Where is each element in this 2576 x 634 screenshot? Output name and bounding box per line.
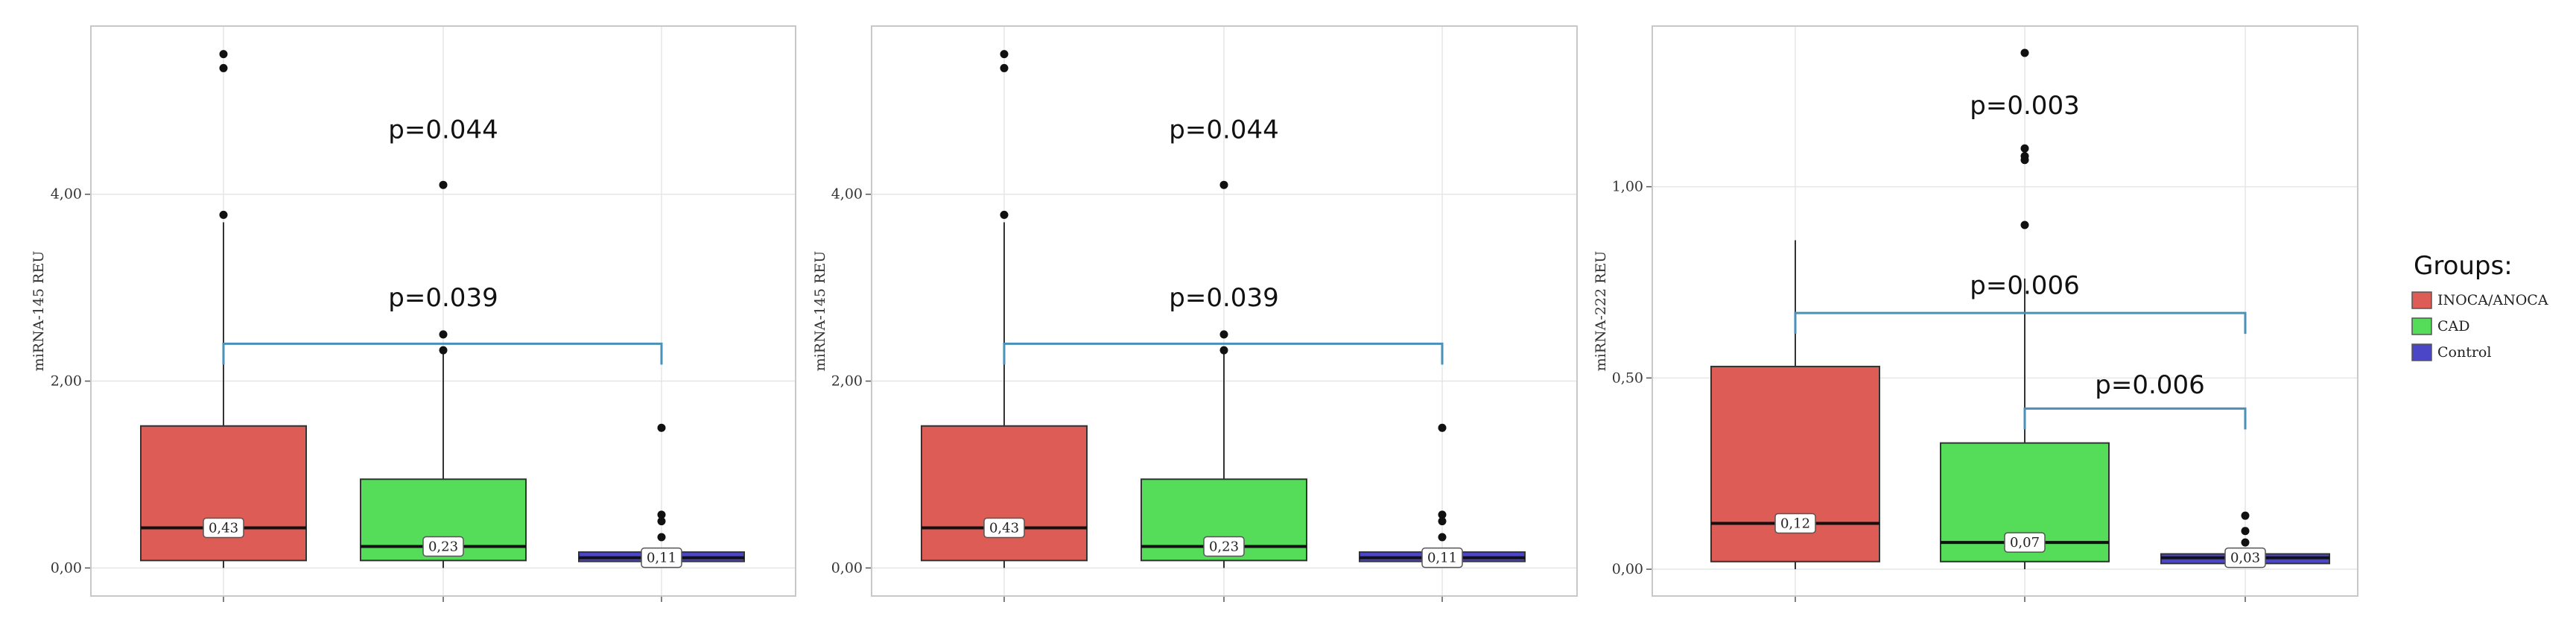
outlier-point xyxy=(2020,144,2029,153)
outlier-point xyxy=(219,50,228,59)
box-cad: 0,23 xyxy=(360,180,527,568)
box-iqr xyxy=(140,425,307,562)
significance-bracket-2 xyxy=(2023,407,2247,430)
median-label: 0,03 xyxy=(2230,551,2260,566)
significance-bracket-1 xyxy=(1003,342,1444,365)
median-label: 0,07 xyxy=(2010,535,2040,551)
box-cad: 0,07 xyxy=(1940,48,2110,570)
outlier-point xyxy=(1438,510,1447,519)
panel-2: 0,00 2,00 4,00 miRNA-145 REU 0,43 0,23 0,11 p=0… xyxy=(812,25,1578,602)
y-axis-label: miRNA-145 REU xyxy=(31,251,47,372)
y-tick-label: 2,00 xyxy=(51,373,82,390)
box-inoca-anoca: 0,43 xyxy=(921,50,1088,568)
outlier-point xyxy=(219,210,228,219)
legend: Groups: INOCA/ANOCA CAD Control xyxy=(2411,251,2548,361)
median-label-box xyxy=(1203,536,1245,557)
outlier-point xyxy=(657,517,666,526)
outlier-point xyxy=(439,330,448,339)
p-value-label: p=0.006 xyxy=(1970,270,2079,300)
chart-panels: 0,00 2,00 4,00 miRNA-145 REU 0,43 0,23 0,11 p=0… xyxy=(31,25,2358,602)
y-tick-label: 4,00 xyxy=(831,186,863,203)
y-axis-label: miRNA-222 REU xyxy=(1593,251,1609,372)
outlier-point xyxy=(2241,527,2250,536)
median-label-box xyxy=(641,547,682,568)
p-value-label: p=0.044 xyxy=(388,115,498,145)
y-tick-label: 0,00 xyxy=(831,559,863,576)
outlier-point xyxy=(219,63,228,72)
outlier-point xyxy=(1438,423,1447,432)
panel-border xyxy=(1652,25,2358,597)
box-inoca-anoca: 0,12 xyxy=(1710,240,1880,570)
legend-title: Groups: xyxy=(2414,251,2513,281)
outlier-point xyxy=(657,423,666,432)
y-tick-label: 0,00 xyxy=(1612,561,1643,577)
significance-bracket-1 xyxy=(222,342,663,365)
p-value-label: p=0.039 xyxy=(388,283,498,313)
legend-swatch-inoca-anoca xyxy=(2411,291,2432,309)
outlier-point xyxy=(439,180,448,189)
outlier-point xyxy=(2020,48,2029,57)
p-value-label: p=0.003 xyxy=(1970,91,2079,121)
median-label: 0,43 xyxy=(989,520,1019,536)
box-inoca-anoca: 0,43 xyxy=(140,50,307,568)
outlier-point xyxy=(1438,517,1447,526)
y-tick-label: 4,00 xyxy=(51,186,82,203)
median-label: 0,23 xyxy=(428,539,458,555)
outlier-point xyxy=(2020,221,2029,229)
outlier-point xyxy=(1219,330,1228,339)
legend-label-inoca-anoca: INOCA/ANOCA xyxy=(2437,292,2548,308)
y-axis-label: miRNA-145 REU xyxy=(812,251,828,372)
outlier-point xyxy=(1438,533,1447,542)
median-label-box xyxy=(983,517,1025,539)
outlier-point xyxy=(1000,50,1009,59)
legend-swatch-control xyxy=(2411,343,2432,361)
median-label: 0,23 xyxy=(1209,539,1239,555)
median-label-box xyxy=(203,517,244,539)
median-label: 0,11 xyxy=(1427,551,1457,566)
outlier-point xyxy=(439,346,448,355)
outlier-point xyxy=(657,533,666,542)
median-label-box xyxy=(422,536,464,557)
median-label-box xyxy=(1774,513,1816,534)
significance-bracket-1 xyxy=(1794,311,2247,335)
median-label: 0,43 xyxy=(209,520,238,536)
legend-label-cad: CAD xyxy=(2437,318,2470,335)
median-label-box xyxy=(2224,547,2266,568)
box-cad: 0,23 xyxy=(1141,180,1307,568)
box-control: 0,11 xyxy=(1359,423,1526,568)
box-control: 0,03 xyxy=(2160,511,2330,568)
outlier-point xyxy=(2241,538,2250,547)
panel-3: 0,00 0,50 1,00 miRNA-222 REU 0,12 0,07 0,03 p=0… xyxy=(1593,25,2358,602)
y-tick-label: 1,00 xyxy=(1612,179,1643,195)
panel-border xyxy=(90,25,796,597)
outlier-point xyxy=(2020,156,2029,165)
box-control: 0,11 xyxy=(578,423,745,568)
median-label: 0,12 xyxy=(1780,516,1810,531)
p-value-label: p=0.006 xyxy=(2095,370,2204,400)
outlier-point xyxy=(1219,180,1228,189)
legend-swatch-cad xyxy=(2411,317,2432,335)
p-value-label: p=0.039 xyxy=(1169,283,1278,313)
median-label-box xyxy=(2004,532,2046,553)
panel-border xyxy=(871,25,1578,597)
y-tick-label: 0,50 xyxy=(1612,370,1643,386)
outlier-point xyxy=(657,510,666,519)
box-iqr xyxy=(921,425,1088,562)
outlier-point xyxy=(1000,63,1009,72)
outlier-point xyxy=(2241,511,2250,520)
y-tick-label: 0,00 xyxy=(51,559,82,576)
outlier-point xyxy=(1000,210,1009,219)
legend-label-control: Control xyxy=(2437,344,2491,361)
median-label: 0,11 xyxy=(647,551,676,566)
median-label-box xyxy=(1421,547,1463,568)
p-value-label: p=0.044 xyxy=(1169,115,1278,145)
outlier-point xyxy=(1219,346,1228,355)
y-tick-label: 2,00 xyxy=(831,373,863,390)
panel-1: 0,00 2,00 4,00 miRNA-145 REU 0,43 0,23 0,11 p=0… xyxy=(31,25,796,602)
